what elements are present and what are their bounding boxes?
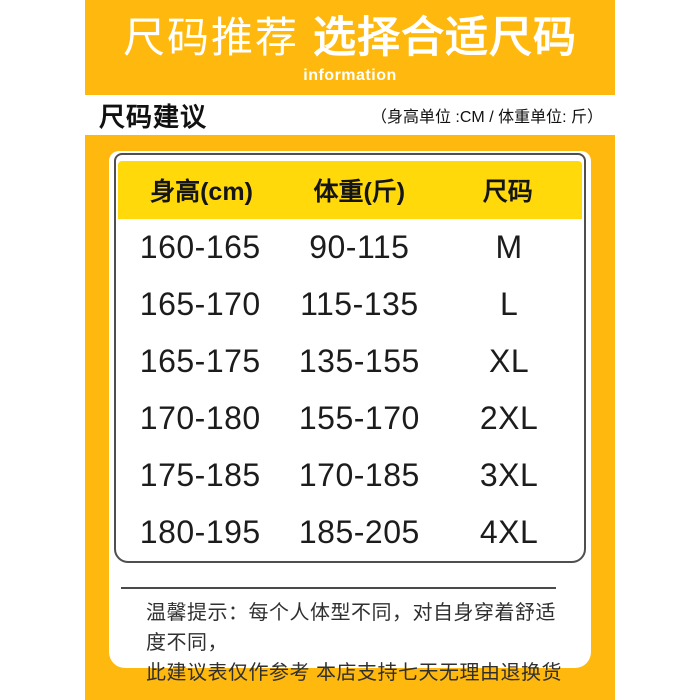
table-cell-size: 2XL xyxy=(479,400,539,436)
column-header-weight: 体重(斤) xyxy=(313,178,406,206)
table-cell-size: XL xyxy=(489,343,530,379)
size-table: 身高(cm) 体重(斤) 尺码 160-165 90-115 M 165-170… xyxy=(114,153,586,563)
table-cell-height: 175-185 xyxy=(139,457,261,493)
table-header-row: 身高(cm) 体重(斤) 尺码 xyxy=(118,161,582,219)
banner-title: 尺码推荐 选择合适尺码 xyxy=(122,13,577,62)
table-cell-weight: 170-185 xyxy=(298,457,420,493)
table-cell-height: 165-175 xyxy=(139,343,261,379)
table-cell-weight: 90-115 xyxy=(309,229,410,265)
table-row: 160-165 90-115 M xyxy=(116,219,584,276)
table-cell-weight: 135-155 xyxy=(298,343,420,379)
table-cell-size: L xyxy=(499,286,519,322)
table-row: 165-175 135-155 XL xyxy=(116,333,584,390)
banner-subtitle: information xyxy=(303,66,397,84)
table-row: 180-195 185-205 4XL xyxy=(116,504,584,561)
table-cell-size: M xyxy=(495,229,523,265)
table-row: 165-170 115-135 L xyxy=(116,276,584,333)
column-header-height: 身高(cm) xyxy=(150,178,253,206)
header-title: 尺码建议 xyxy=(99,101,208,132)
tips-line-1: 温馨提示：每个人体型不同，对自身穿着舒适度不同， xyxy=(146,602,556,654)
table-cell-weight: 155-170 xyxy=(298,400,420,436)
table-cell-size: 3XL xyxy=(479,457,539,493)
table-cell-height: 160-165 xyxy=(139,229,261,265)
table-cell-height: 180-195 xyxy=(139,514,261,550)
table-row: 175-185 170-185 3XL xyxy=(116,447,584,504)
banner-title-bold: 选择合适尺码 xyxy=(313,13,577,62)
table-cell-weight: 115-135 xyxy=(300,286,419,322)
table-cell-height: 170-180 xyxy=(139,400,261,436)
tips-line-2: 此建议表仅作参考 本店支持七天无理由退换货 xyxy=(146,662,563,684)
size-banner: 尺码推荐 选择合适尺码 information xyxy=(85,0,615,95)
divider-line xyxy=(121,587,556,589)
size-guide-panel: 尺码推荐 选择合适尺码 information 尺码建议 （身高单位 :CM / … xyxy=(85,0,615,700)
tips-note: 温馨提示：每个人体型不同，对自身穿着舒适度不同， 此建议表仅作参考 本店支持七天… xyxy=(146,598,569,688)
table-cell-height: 165-170 xyxy=(139,286,261,322)
size-card: 身高(cm) 体重(斤) 尺码 160-165 90-115 M 165-170… xyxy=(109,151,591,684)
header-units-note: （身高单位 :CM / 体重单位: 斤） xyxy=(370,109,603,126)
table-row: 170-180 155-170 2XL xyxy=(116,390,584,447)
table-body: 160-165 90-115 M 165-170 115-135 L 165-1… xyxy=(116,219,584,561)
table-cell-size: 4XL xyxy=(479,514,539,550)
table-cell-weight: 185-205 xyxy=(298,514,420,550)
column-header-size: 尺码 xyxy=(482,178,533,206)
header-bar: 尺码建议 （身高单位 :CM / 体重单位: 斤） xyxy=(85,95,615,135)
banner-title-light: 尺码推荐 xyxy=(122,13,299,61)
